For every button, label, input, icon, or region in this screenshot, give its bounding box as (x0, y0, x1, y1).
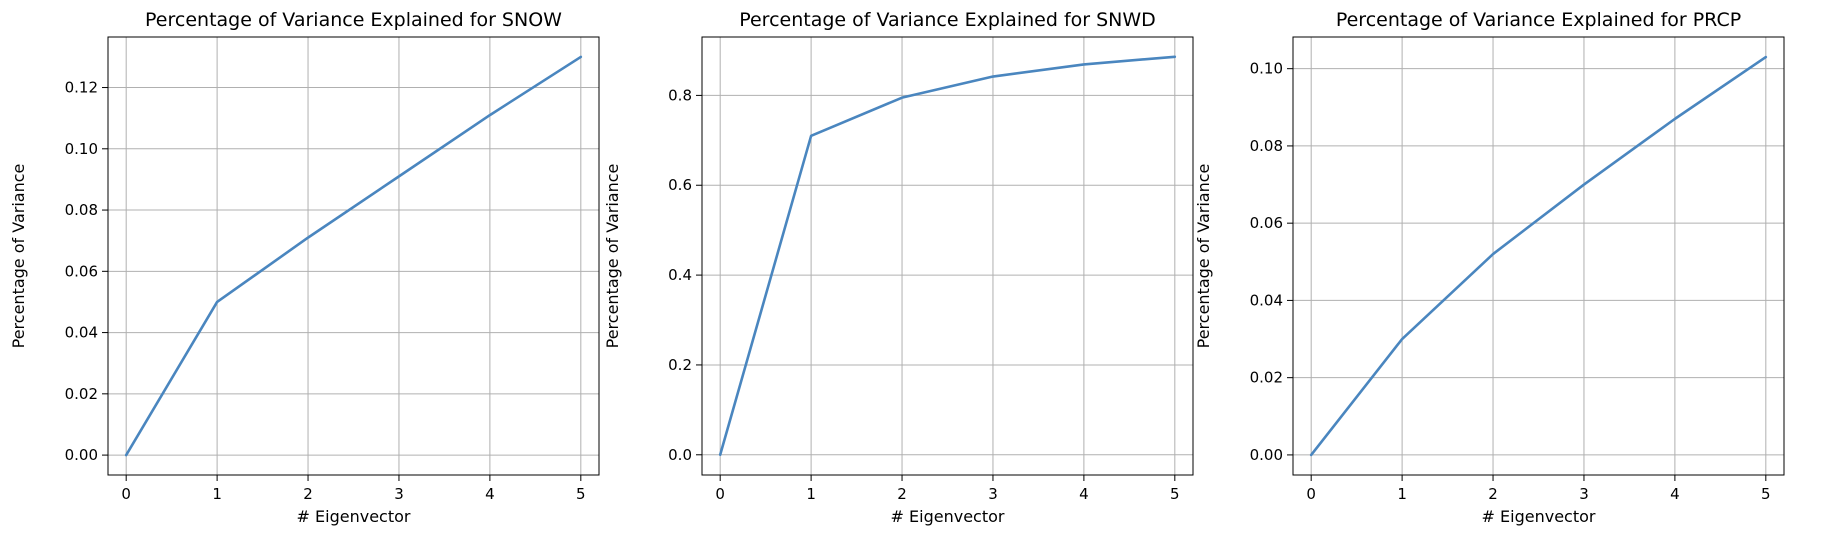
y-tick-label: 0.00 (65, 446, 98, 464)
y-tick-label: 0.02 (1250, 369, 1283, 387)
y-tick-label: 0.8 (668, 86, 692, 104)
x-axis-label: # Eigenvector (891, 507, 1005, 526)
chart-title-snow: Percentage of Variance Explained for SNO… (145, 9, 562, 31)
y-tick-label: 0.2 (668, 356, 692, 374)
x-tick-label: 0 (121, 485, 131, 503)
x-tick-label: 5 (1170, 485, 1180, 503)
x-tick-label: 1 (212, 485, 222, 503)
x-tick-label: 3 (988, 485, 998, 503)
series-line-prcp (1309, 55, 1768, 457)
x-tick-label: 2 (1488, 485, 1498, 503)
y-tick-label: 0.4 (668, 266, 692, 284)
y-tick-label: 0.00 (1250, 446, 1283, 464)
y-tick-label: 0.10 (65, 140, 98, 158)
x-tick-label: 2 (897, 485, 907, 503)
y-tick-label: 0.04 (1250, 291, 1283, 309)
plot-frame (1292, 36, 1785, 476)
series-line-snow (124, 55, 583, 457)
x-tick-label: 3 (1579, 485, 1589, 503)
plot-frame (107, 36, 600, 476)
y-tick-label: 0.12 (65, 79, 98, 97)
x-tick-label: 5 (1761, 485, 1771, 503)
x-tick-label: 2 (303, 485, 313, 503)
x-axis-label: # Eigenvector (1482, 507, 1596, 526)
chart-snwd: 0 1 2 3 4 5 0.0 0.2 0.4 0.6 0.8 Percentage of Varia… (603, 9, 1194, 526)
y-tick-label: 0.10 (1250, 60, 1283, 78)
chart-snow: 0 1 2 3 4 5 0.00 0.02 0.04 0.06 0.08 0.10 0.12 Percen… (9, 9, 600, 526)
plot-frame (701, 36, 1194, 476)
y-tick-label: 0.06 (1250, 214, 1283, 232)
y-tick-label: 0.08 (1250, 137, 1283, 155)
y-axis-label: Percentage of Variance (603, 164, 622, 349)
x-tick-label: 4 (485, 485, 495, 503)
y-tick-label: 0.0 (668, 446, 692, 464)
x-axis-label: # Eigenvector (297, 507, 411, 526)
x-tick-label: 0 (715, 485, 725, 503)
y-tick-label: 0.08 (65, 201, 98, 219)
series-line-snwd (718, 55, 1177, 457)
x-tick-label: 0 (1306, 485, 1316, 503)
x-tick-label: 1 (806, 485, 816, 503)
chart-title-snwd: Percentage of Variance Explained for SNW… (739, 9, 1156, 31)
x-tick-label: 4 (1670, 485, 1680, 503)
y-tick-label: 0.04 (65, 324, 98, 342)
chart-title-prcp: Percentage of Variance Explained for PRC… (1336, 9, 1741, 31)
y-tick-label: 0.02 (65, 385, 98, 403)
x-tick-label: 4 (1079, 485, 1089, 503)
y-tick-label: 0.06 (65, 262, 98, 280)
y-tick-label: 0.6 (668, 176, 692, 194)
x-tick-label: 5 (576, 485, 586, 503)
y-axis-label: Percentage of Variance (9, 164, 28, 349)
x-tick-label: 3 (394, 485, 404, 503)
x-tick-label: 1 (1397, 485, 1407, 503)
chart-prcp: 0 1 2 3 4 5 0.00 0.02 0.04 0.06 0.08 0.10 Percentage… (1194, 9, 1785, 526)
y-axis-label: Percentage of Variance (1194, 164, 1213, 349)
